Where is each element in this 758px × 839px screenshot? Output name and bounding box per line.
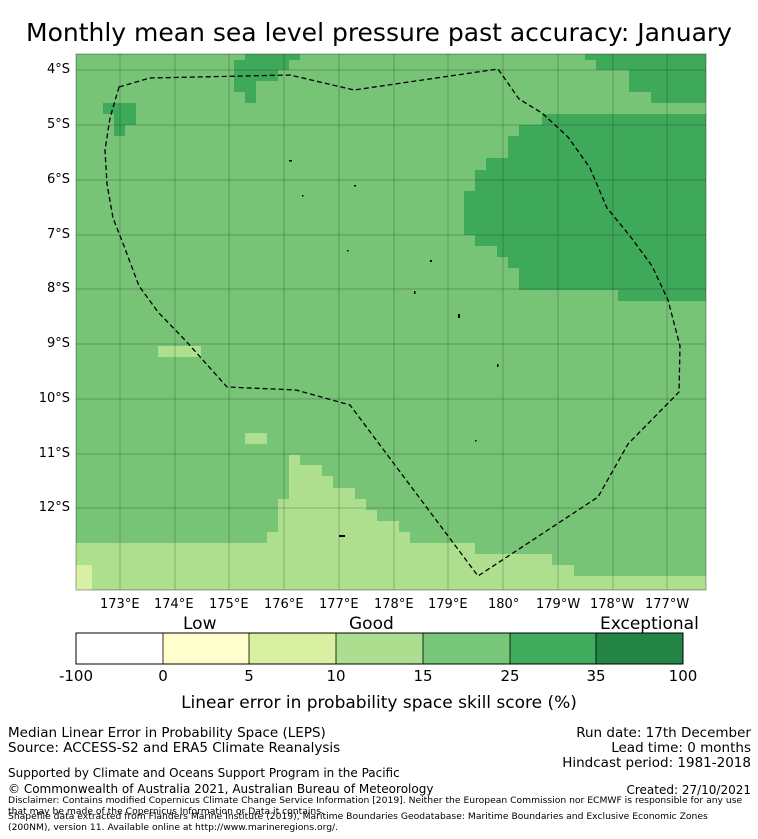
run-date: Run date: 17th December	[576, 725, 751, 741]
colorbar-tick: -100	[58, 667, 94, 685]
lon-label-177e: 177°E	[319, 597, 359, 612]
lon-label-174e: 174°E	[154, 597, 194, 612]
colorbar-tick: 15	[413, 667, 433, 685]
skill-region-mid-patch-1	[158, 346, 201, 357]
colorbar-bin-3	[249, 633, 336, 664]
skill-region-high-east	[464, 114, 706, 301]
category-low: Low	[183, 614, 217, 634]
colorbar-bin-5	[423, 633, 510, 664]
islands	[289, 160, 499, 537]
skill-region-mid-patch-2	[245, 433, 267, 444]
lat-label-9s: 9°S	[46, 336, 70, 351]
lon-label-179w: 179°W	[536, 597, 581, 612]
shapefile-credit: Shapefile data extracted from Flanders M…	[8, 811, 708, 833]
lat-label-5s: 5°S	[46, 117, 70, 132]
lat-label-8s: 8°S	[46, 281, 70, 296]
hindcast-period: Hindcast period: 1981-2018	[562, 755, 751, 771]
lat-label-4s: 4°S	[46, 62, 70, 77]
colorbar-bin-6	[510, 633, 596, 664]
colorbar-bin-4	[336, 633, 423, 664]
colorbar-tick: 10	[326, 667, 346, 685]
colorbar-bin-2	[163, 633, 249, 664]
colorbar-tick: 100	[668, 667, 698, 685]
colorbar-tick: 5	[244, 667, 254, 685]
lon-label-180: 180°	[488, 597, 520, 612]
category-exceptional: Exceptional	[600, 614, 699, 634]
lead-time: Lead time: 0 months	[611, 740, 751, 756]
skill-region-high-north	[234, 54, 300, 103]
lat-label-10s: 10°S	[38, 391, 70, 406]
lon-label-179e: 179°E	[428, 597, 468, 612]
category-good: Good	[349, 614, 394, 634]
colorbar-bin-1	[76, 633, 163, 664]
footer-source: Source: ACCESS-S2 and ERA5 Climate Reana…	[8, 740, 341, 756]
colorbar-bin-7	[596, 633, 683, 664]
eez-boundary	[104, 68, 681, 577]
colorbar-label: Linear error in probability space skill …	[181, 693, 577, 713]
skill-region-high-west	[103, 103, 136, 136]
colorbar-tick: 25	[500, 667, 520, 685]
lon-label-178w: 178°W	[590, 597, 635, 612]
lon-label-177w: 177°W	[645, 597, 690, 612]
disclaimer-text: Disclaimer: Contains modified Copernicus…	[8, 795, 743, 817]
lon-label-176e: 176°E	[264, 597, 304, 612]
created-date: Created: 27/10/2021	[626, 783, 751, 797]
lon-label-178e: 178°E	[374, 597, 414, 612]
lat-label-12s: 12°S	[38, 500, 70, 515]
lat-label-7s: 7°S	[46, 227, 70, 242]
skill-region-high-ne	[585, 54, 706, 103]
lon-label-175e: 175°E	[209, 597, 249, 612]
copyright-text: © Commonwealth of Australia 2021, Austra…	[8, 782, 434, 796]
grid-lines	[76, 54, 706, 590]
lon-label-173e: 173°E	[100, 597, 140, 612]
support-text: Supported by Climate and Oceans Support …	[8, 766, 400, 780]
colorbar-tick: 0	[158, 667, 168, 685]
lat-label-11s: 11°S	[38, 446, 70, 461]
map-frame	[75, 53, 707, 591]
colorbar	[75, 632, 684, 665]
skill-region-low-patch	[76, 565, 92, 590]
chart-title: Monthly mean sea level pressure past acc…	[26, 18, 732, 47]
footer-metric: Median Linear Error in Probability Space…	[8, 725, 326, 741]
skill-region-mid-south	[76, 455, 706, 590]
colorbar-tick: 35	[586, 667, 606, 685]
lat-label-6s: 6°S	[46, 172, 70, 187]
